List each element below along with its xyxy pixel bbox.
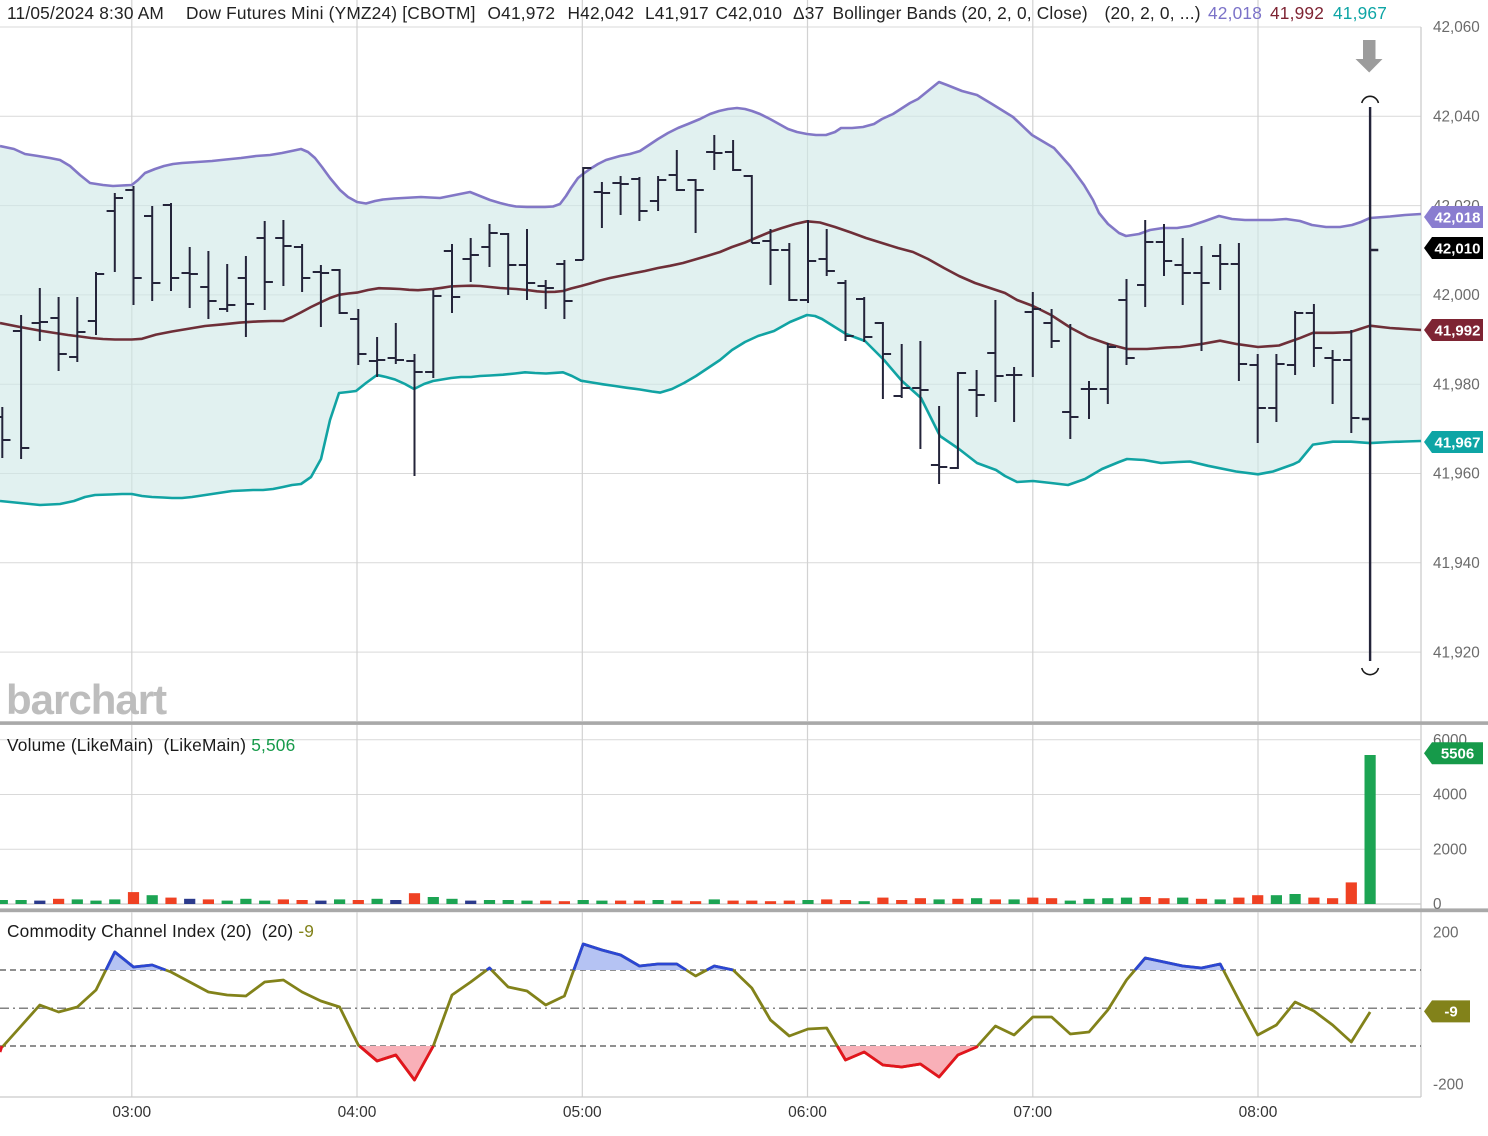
svg-text:-200: -200	[1433, 1076, 1464, 1093]
svg-text:42,018: 42,018	[1208, 3, 1262, 23]
svg-text:04:00: 04:00	[338, 1104, 377, 1121]
svg-text:41,992: 41,992	[1270, 3, 1324, 23]
svg-text:4000: 4000	[1433, 787, 1467, 804]
svg-text:0: 0	[1433, 896, 1442, 913]
svg-text:41,980: 41,980	[1433, 376, 1480, 393]
svg-text:barchart: barchart	[6, 676, 167, 723]
svg-text:2000: 2000	[1433, 842, 1467, 859]
svg-text:Commodity Channel Index (20): Commodity Channel Index (20) (20) -9	[7, 921, 314, 941]
svg-text:41,967: 41,967	[1435, 434, 1481, 451]
svg-text:C42,010: C42,010	[716, 3, 783, 23]
svg-text:Δ37: Δ37	[793, 3, 824, 23]
svg-text:41,920: 41,920	[1433, 644, 1480, 661]
svg-text:(20, 2, 0, ...): (20, 2, 0, ...)	[1105, 3, 1201, 23]
svg-text:06:00: 06:00	[788, 1104, 827, 1121]
svg-text:41,960: 41,960	[1433, 466, 1480, 483]
svg-text:41,940: 41,940	[1433, 555, 1480, 572]
svg-text:-9: -9	[1444, 1004, 1457, 1021]
svg-text:42,018: 42,018	[1435, 209, 1481, 226]
svg-text:H42,042: H42,042	[568, 3, 635, 23]
svg-text:42,060: 42,060	[1433, 19, 1480, 36]
svg-text:42,040: 42,040	[1433, 109, 1480, 126]
svg-text:200: 200	[1433, 924, 1459, 941]
svg-text:08:00: 08:00	[1239, 1104, 1278, 1121]
svg-text:03:00: 03:00	[112, 1104, 151, 1121]
svg-text:07:00: 07:00	[1013, 1104, 1052, 1121]
svg-text:Bollinger Bands (20, 2, 0, Clo: Bollinger Bands (20, 2, 0, Close)	[833, 3, 1088, 23]
svg-text:42,010: 42,010	[1435, 240, 1481, 257]
svg-text:41,992: 41,992	[1435, 322, 1481, 339]
svg-text:5506: 5506	[1441, 746, 1474, 763]
svg-text:05:00: 05:00	[563, 1104, 602, 1121]
svg-text:Dow Futures Mini (YMZ24) [CBOT: Dow Futures Mini (YMZ24) [CBOTM]	[186, 3, 476, 23]
svg-text:42,000: 42,000	[1433, 287, 1480, 304]
svg-text:Volume (LikeMain) (LikeMain): Volume (LikeMain) (LikeMain) 5,506	[7, 735, 295, 755]
svg-text:O41,972: O41,972	[488, 3, 556, 23]
svg-text:41,967: 41,967	[1333, 3, 1387, 23]
svg-text:L41,917: L41,917	[645, 3, 709, 23]
svg-text:11/05/2024 8:30 AM: 11/05/2024 8:30 AM	[7, 3, 164, 23]
